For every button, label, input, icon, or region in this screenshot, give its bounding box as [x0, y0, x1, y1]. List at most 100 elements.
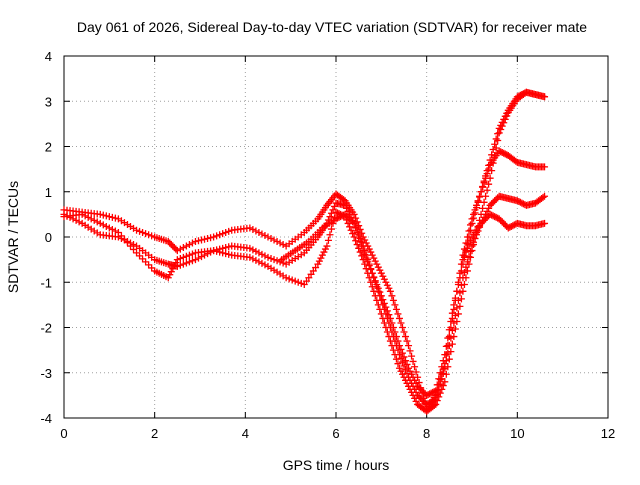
data-point [370, 254, 378, 262]
data-point [454, 281, 462, 289]
data-point [105, 213, 113, 221]
data-point [340, 211, 348, 219]
data-point [374, 301, 382, 309]
data-point [373, 281, 381, 289]
data-point [441, 364, 449, 372]
data-point [456, 274, 464, 282]
data-point [344, 207, 352, 215]
data-point [288, 276, 296, 284]
data-point [507, 222, 515, 230]
data-point [358, 242, 366, 250]
data-point [498, 218, 506, 226]
data-point [344, 213, 352, 221]
data-point [350, 219, 358, 227]
data-point [352, 237, 360, 245]
data-point [261, 261, 269, 269]
data-point [279, 241, 287, 249]
data-point [400, 362, 408, 370]
data-point [346, 215, 354, 223]
data-point [373, 260, 381, 268]
data-point [518, 199, 526, 207]
data-point [405, 364, 413, 372]
data-point [462, 248, 470, 256]
data-point [412, 397, 420, 405]
data-point [169, 242, 177, 250]
data-point [368, 283, 376, 291]
data-point [99, 211, 107, 219]
data-point [210, 247, 218, 255]
data-point [409, 391, 417, 399]
data-point [364, 258, 372, 266]
data-point [365, 274, 373, 282]
data-point [388, 319, 396, 327]
data-point [492, 213, 500, 221]
data-point [541, 163, 549, 171]
data-point [403, 337, 411, 345]
data-point [273, 238, 281, 246]
data-point [321, 245, 329, 253]
data-point [365, 262, 373, 270]
data-point [483, 207, 491, 215]
data-point [447, 317, 455, 325]
data-point [405, 342, 413, 350]
data-point [222, 228, 230, 236]
data-point [462, 263, 470, 271]
data-point [330, 202, 338, 210]
data-point [343, 212, 351, 220]
data-point [377, 310, 385, 318]
tick-marks [63, 55, 609, 419]
data-point [491, 140, 499, 148]
data-point [494, 194, 502, 202]
data-point [358, 252, 366, 260]
data-point [483, 213, 491, 221]
data-point [297, 279, 305, 287]
data-point [485, 204, 493, 212]
data-point [468, 219, 476, 227]
data-point [252, 227, 260, 235]
data-point [376, 266, 384, 274]
y-tick-label: 1 [45, 185, 52, 200]
data-point [258, 230, 266, 238]
data-point [473, 204, 481, 212]
data-point [500, 219, 508, 227]
data-point [90, 216, 98, 224]
data-point [445, 342, 453, 350]
data-point [261, 252, 269, 260]
data-point [392, 355, 400, 363]
data-point [282, 274, 290, 282]
data-point [176, 245, 184, 253]
data-point [326, 231, 334, 239]
data-point [501, 112, 509, 120]
data-point [398, 370, 406, 378]
data-point [264, 253, 272, 261]
data-point [108, 213, 116, 221]
data-point [99, 221, 107, 229]
data-point [318, 251, 326, 259]
data-point [430, 388, 438, 396]
data-point [438, 385, 446, 393]
data-point [466, 237, 474, 245]
data-point [389, 346, 397, 354]
data-point [519, 200, 527, 208]
data-point [498, 118, 506, 126]
data-point [385, 333, 393, 341]
data-point [412, 368, 420, 376]
data-point [448, 309, 456, 317]
data-point [398, 324, 406, 331]
data-point [450, 319, 458, 327]
data-point [207, 234, 215, 242]
data-point [488, 200, 496, 208]
data-point [367, 248, 375, 256]
data-point [225, 227, 233, 235]
data-point [78, 210, 86, 218]
data-point [491, 197, 499, 205]
data-point [465, 227, 473, 235]
data-point [489, 198, 497, 206]
data-point [386, 314, 394, 322]
data-point [453, 287, 461, 295]
data-point [349, 218, 357, 226]
data-point [541, 219, 549, 227]
data-point [391, 301, 399, 309]
data-point [117, 232, 125, 240]
data-point [497, 121, 505, 129]
